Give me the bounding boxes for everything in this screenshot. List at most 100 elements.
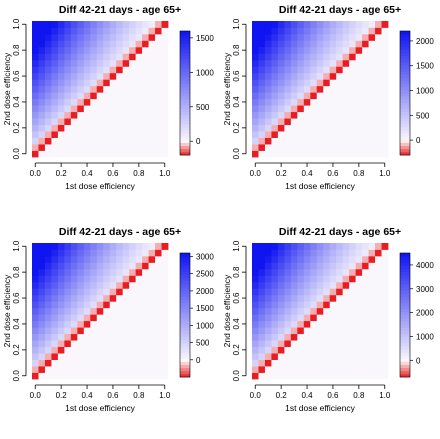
heatmap-cell (271, 255, 279, 263)
heatmap-cell (252, 359, 259, 367)
chart-title: Diff 42-21 days - age 65+ (279, 226, 401, 238)
colorbar-segment (400, 43, 410, 47)
heatmap-cell (323, 137, 331, 145)
heatmap-cell (258, 92, 266, 100)
heatmap-cell (155, 294, 162, 302)
heatmap-cell (290, 294, 298, 302)
heatmap-cell (83, 314, 91, 322)
heatmap-cell (142, 21, 149, 28)
heatmap-cell (316, 53, 324, 61)
heatmap-cell (32, 33, 39, 41)
heatmap-cell (77, 79, 85, 87)
heatmap-cell (258, 327, 266, 335)
heatmap-cell (362, 320, 369, 328)
heatmap-cell (44, 307, 52, 315)
heatmap-cell (109, 53, 117, 61)
heatmap-cell (349, 340, 357, 348)
heatmap-cell (135, 59, 143, 67)
heatmap-cell (323, 124, 331, 132)
heatmap-cell (135, 33, 143, 41)
heatmap-cell (90, 301, 98, 309)
colorbar-segment (400, 346, 410, 350)
heatmap-cell (116, 346, 124, 354)
heatmap-cell (116, 281, 124, 289)
heatmap-cell (109, 346, 117, 354)
heatmap-cell (264, 340, 272, 348)
heatmap-cell (258, 255, 266, 263)
heatmap-cell (96, 137, 104, 145)
heatmap-cell (129, 288, 137, 296)
heatmap-cell (148, 320, 156, 328)
heatmap-cell (355, 46, 363, 54)
heatmap-cell (64, 294, 72, 302)
heatmap-cell (44, 40, 52, 48)
heatmap-cell (277, 124, 285, 132)
heatmap-cell (297, 85, 305, 93)
heatmap-cell (32, 249, 39, 257)
heatmap-cell (290, 53, 298, 61)
heatmap-cell (375, 27, 382, 35)
heatmap-cell (264, 243, 272, 250)
heatmap-cell (109, 72, 117, 80)
heatmap-cell (316, 98, 324, 106)
heatmap-cell (362, 327, 369, 335)
heatmap-cell (122, 111, 130, 119)
heatmap-cell (277, 92, 285, 100)
heatmap-cell (161, 249, 169, 257)
heatmap-cell (368, 46, 376, 54)
heatmap-cell (90, 359, 98, 367)
heatmap-cell (310, 105, 318, 113)
heatmap-cell (90, 85, 98, 93)
heatmap-cell (310, 46, 318, 54)
heatmap-cell (135, 294, 143, 302)
y-tick-label: 0.2 (12, 122, 21, 134)
heatmap-cell (303, 366, 311, 373)
heatmap-cell (161, 359, 169, 367)
heatmap-cell (349, 359, 357, 367)
heatmap-cell (297, 249, 305, 257)
colorbar-segment (400, 139, 410, 143)
heatmap-cell (264, 301, 272, 309)
heatmap-cell (277, 294, 285, 302)
heatmap-cell (362, 98, 369, 106)
heatmap-cell (116, 307, 124, 315)
heatmap-cell (336, 243, 344, 250)
heatmap-cell (77, 353, 85, 360)
heatmap-cell (323, 340, 331, 348)
heatmap-cell (135, 105, 143, 113)
heatmap-cell (90, 249, 98, 257)
colorbar-segment (400, 68, 410, 72)
heatmap-cell (303, 249, 311, 257)
heatmap-cell (90, 21, 98, 28)
colorbar-segment (400, 89, 410, 94)
heatmap-cell (336, 92, 344, 100)
heatmap-cell (116, 249, 124, 257)
heatmap-cell (96, 366, 104, 373)
x-tick-label: 1.0 (159, 391, 171, 400)
colorbar-segment (180, 77, 190, 81)
heatmap-cell (142, 353, 149, 360)
colorbar-segment (400, 31, 410, 35)
heatmap-cell (290, 59, 298, 67)
heatmap-cell (329, 340, 337, 348)
heatmap-cell (342, 294, 350, 302)
heatmap-cell (83, 366, 91, 373)
heatmap-cell (303, 327, 311, 335)
heatmap-cell (252, 85, 259, 93)
heatmap-cell (142, 105, 149, 113)
heatmap-cell (316, 294, 324, 302)
colorbar-segment (180, 120, 190, 125)
colorbar-segment (400, 111, 410, 116)
heatmap-cell (368, 53, 376, 61)
heatmap-cell (316, 359, 324, 367)
heatmap-cell (129, 79, 137, 87)
colorbar-segment (400, 130, 410, 134)
heatmap-cell (129, 301, 137, 309)
heatmap-cell (297, 288, 305, 296)
heatmap-cell (362, 85, 369, 93)
heatmap-cell (355, 294, 363, 302)
colorbar-segment (180, 49, 190, 54)
heatmap-cell (70, 275, 78, 283)
heatmap-cell (96, 98, 104, 106)
